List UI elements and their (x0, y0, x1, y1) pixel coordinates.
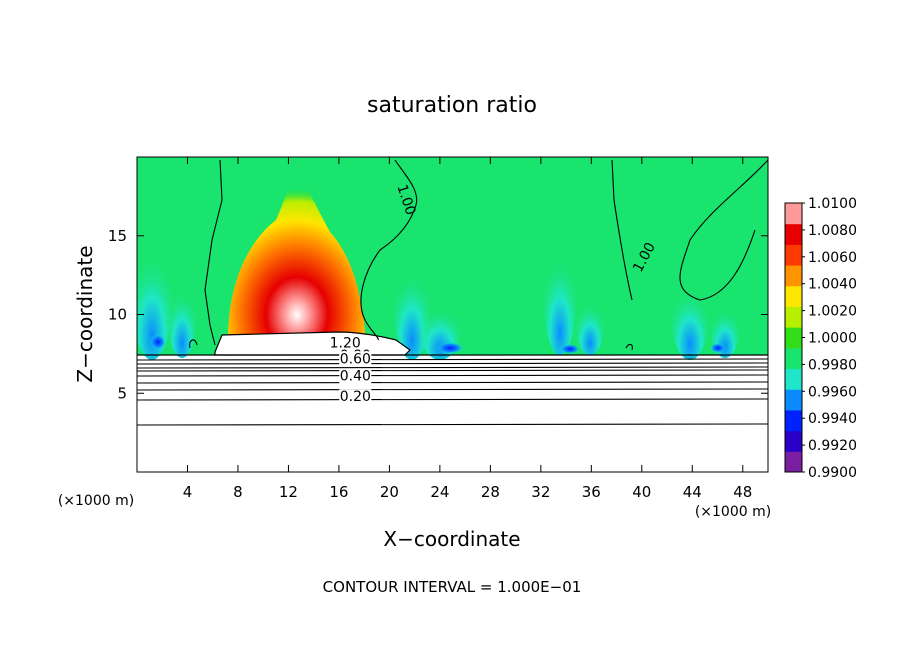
plot-area (137, 157, 768, 472)
y-axis-label: Z−coordinate (73, 245, 97, 382)
colorbar-swatch (785, 389, 802, 411)
colorbar-label: 1.0100 (808, 196, 857, 212)
y-tick-label: 10 (108, 306, 127, 324)
x-tick-label: 16 (329, 483, 348, 501)
x-tick-label: 48 (733, 483, 752, 501)
chart-title: saturation ratio (367, 93, 537, 118)
z-unit-label: (×1000 m) (58, 493, 134, 509)
x-tick-label: 28 (481, 483, 500, 501)
contour-label: 0.40 (340, 369, 371, 385)
colorbar-label: 1.0060 (808, 250, 857, 266)
contour-label: 1.20 (330, 336, 361, 352)
colorbar-swatch (785, 223, 802, 245)
x-tick-label: 32 (531, 483, 550, 501)
x-tick-label: 20 (380, 483, 399, 501)
colorbar-swatch (785, 285, 802, 307)
contour-interval-note: CONTOUR INTERVAL = 1.000E−01 (323, 578, 582, 596)
x-unit-label: (×1000 m) (695, 504, 771, 520)
x-tick-label: 4 (183, 483, 193, 501)
colorbar-swatch (785, 430, 802, 452)
colorbar-label: 1.0000 (808, 331, 857, 347)
contour-label: 0.60 (340, 351, 371, 367)
contour-label-backdrop (339, 389, 372, 405)
colorbar-label: 1.0040 (808, 277, 857, 293)
contour-label-backdrop (339, 351, 372, 367)
colorbar-swatch (785, 347, 802, 370)
contour-labels: 1.001.001.200.800.600.400.20 (329, 183, 659, 405)
x-tick-label: 12 (279, 483, 298, 501)
y-tick-label: 15 (108, 227, 127, 245)
x-axis: 4 8 12 16 20 24 28 32 36 40 44 48 (183, 157, 752, 501)
colorbar-label: 1.0080 (808, 223, 857, 239)
colorbar-label: 1.0020 (808, 304, 857, 320)
colorbar-label: 0.9940 (808, 411, 857, 427)
x-tick-label: 8 (233, 483, 243, 501)
colorbar-label: 0.9960 (808, 384, 857, 400)
colorbar-label: 0.9920 (808, 438, 857, 454)
x-tick-label: 44 (683, 483, 702, 501)
y-axis: 5 10 15 (108, 227, 768, 402)
colorbar-swatch (785, 327, 802, 349)
x-tick-label: 24 (430, 483, 449, 501)
colorbar-swatch (785, 203, 802, 225)
contour-label-backdrop (339, 368, 372, 384)
supersaturated-plume (228, 172, 366, 340)
blue-spots (150, 334, 726, 354)
colorbar-swatch (785, 306, 802, 328)
colorbar-swatch (785, 368, 802, 390)
contour-lines (137, 159, 768, 426)
contour-label: 0.20 (340, 389, 371, 405)
colorbar-swatch (785, 409, 802, 432)
colorbar-label: 0.9900 (808, 465, 857, 481)
contour-label-backdrop (329, 335, 362, 351)
colorbar-swatch (785, 265, 802, 287)
colorbar-label: 0.9980 (808, 357, 857, 373)
colorbar-swatch (785, 244, 802, 266)
y-tick-label: 5 (117, 384, 127, 402)
x-tick-label: 40 (632, 483, 651, 501)
colorbar-swatch (785, 451, 802, 473)
x-tick-label: 36 (582, 483, 601, 501)
colorbar: 1.0100 1.0080 1.0060 1.0040 1.0020 1.0000 0.99… (784, 196, 857, 481)
x-axis-label: X−coordinate (383, 527, 520, 551)
